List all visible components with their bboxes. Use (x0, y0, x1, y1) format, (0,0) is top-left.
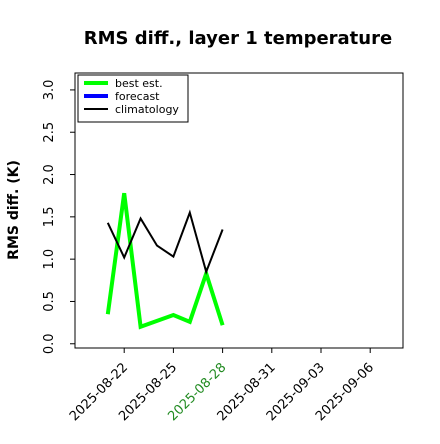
y-tick-label: 2.0 (42, 164, 57, 185)
y-tick-label: 0.0 (42, 333, 57, 354)
series-line-climatology (106, 209, 224, 275)
y-tick-label: 2.5 (42, 122, 57, 143)
series-line-best-est (105, 192, 225, 330)
series-layer (105, 192, 225, 330)
plot-frame (74, 72, 404, 349)
y-tick-label: 0.5 (42, 291, 57, 312)
y-axis-ticks: 0.0 0.5 1.0 1.5 2.0 2.5 3.0 (42, 80, 75, 354)
y-tick-label: 1.0 (42, 249, 57, 270)
legend-label: climatology (115, 103, 179, 116)
x-axis-ticks: 2025-08-222025-08-252025-08-282025-08-31… (67, 348, 377, 424)
y-axis-label: RMS diff. (K) (6, 160, 22, 260)
legend-label: forecast (115, 90, 160, 103)
y-tick-label: 3.0 (42, 80, 57, 101)
chart-title: RMS diff., layer 1 temperature (84, 28, 392, 49)
y-tick-label: 1.5 (42, 207, 57, 228)
legend-label: best est. (115, 77, 163, 90)
